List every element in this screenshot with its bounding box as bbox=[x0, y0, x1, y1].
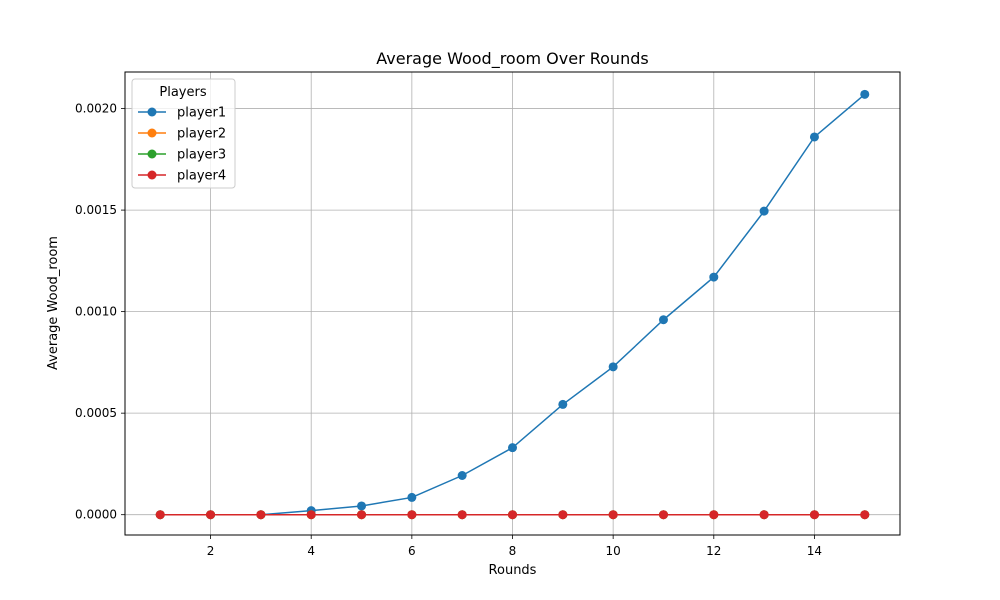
x-axis-ticks: 2 4 6 8 10 12 14 bbox=[207, 535, 822, 558]
y-tick-label: 0.0015 bbox=[75, 203, 117, 217]
y-axis-label: Average Wood_room bbox=[46, 236, 61, 370]
data-point bbox=[508, 510, 517, 520]
x-tick-label: 2 bbox=[207, 544, 215, 558]
data-point bbox=[759, 510, 769, 520]
legend-box bbox=[131, 78, 236, 189]
x-tick-label: 14 bbox=[807, 544, 822, 558]
data-point bbox=[457, 471, 467, 481]
data-point bbox=[809, 510, 819, 520]
data-point bbox=[809, 132, 819, 142]
data-point bbox=[256, 510, 266, 520]
data-point bbox=[558, 510, 568, 520]
data-point bbox=[759, 206, 769, 216]
legend: Players player1 player2 player3 player4 bbox=[131, 78, 236, 189]
x-tick-label: 10 bbox=[606, 544, 621, 558]
legend-item-player3: player3 bbox=[138, 148, 226, 163]
chart-title: Average Wood_room Over Rounds bbox=[376, 49, 648, 69]
y-tick-label: 0.0020 bbox=[75, 102, 117, 116]
data-point bbox=[860, 89, 870, 99]
series-player4 bbox=[155, 510, 870, 520]
legend-label: player1 bbox=[177, 106, 226, 121]
legend-label: player2 bbox=[177, 127, 226, 142]
y-axis-ticks: 0.0000 0.0005 0.0010 0.0015 0.0020 bbox=[75, 102, 125, 522]
legend-label: player3 bbox=[177, 148, 226, 163]
data-point bbox=[407, 492, 417, 502]
y-tick-label: 0.0010 bbox=[75, 305, 117, 319]
legend-title: Players bbox=[159, 85, 206, 100]
legend-marker bbox=[147, 170, 157, 180]
x-axis-label: Rounds bbox=[489, 563, 537, 578]
x-tick-label: 4 bbox=[307, 544, 315, 558]
data-point bbox=[357, 501, 367, 511]
x-tick-label: 6 bbox=[408, 544, 416, 558]
data-point bbox=[608, 362, 618, 372]
data-point bbox=[709, 272, 719, 282]
grid-lines bbox=[125, 72, 900, 535]
x-tick-label: 8 bbox=[509, 544, 517, 558]
data-point bbox=[658, 510, 668, 520]
legend-marker bbox=[147, 107, 157, 117]
legend-item-player1: player1 bbox=[138, 106, 226, 121]
legend-marker bbox=[147, 128, 157, 138]
y-tick-label: 0.0000 bbox=[75, 508, 117, 522]
legend-item-player4: player4 bbox=[138, 169, 226, 184]
legend-marker bbox=[147, 149, 157, 159]
data-point bbox=[155, 510, 165, 520]
y-tick-label: 0.0005 bbox=[75, 406, 117, 420]
data-point bbox=[306, 510, 316, 520]
data-point bbox=[357, 510, 367, 520]
legend-entries: player1 player2 player3 player4 bbox=[138, 106, 226, 184]
data-point bbox=[860, 510, 870, 520]
data-point bbox=[658, 315, 668, 325]
data-point bbox=[608, 510, 618, 520]
legend-label: player4 bbox=[177, 169, 226, 184]
data-point bbox=[558, 399, 568, 409]
legend-item-player2: player2 bbox=[138, 127, 226, 142]
series-lines bbox=[155, 89, 870, 520]
data-point bbox=[206, 510, 216, 520]
data-point bbox=[709, 510, 719, 520]
data-point bbox=[508, 443, 517, 453]
x-tick-label: 12 bbox=[706, 544, 721, 558]
data-point bbox=[457, 510, 467, 520]
data-point bbox=[407, 510, 417, 520]
